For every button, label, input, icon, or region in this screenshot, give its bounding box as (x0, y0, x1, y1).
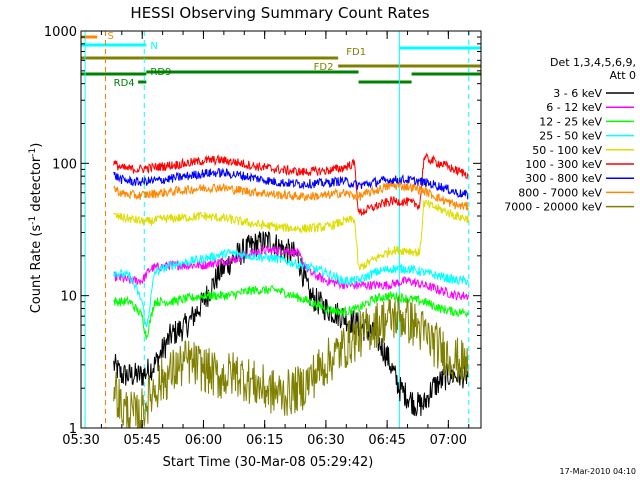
y-axis-label-sup2: -1 (28, 148, 38, 157)
footer-timestamp: 17-Mar-2010 04:10 (560, 467, 637, 476)
x-axis-label: Start Time (30-Mar-08 05:29:42) (163, 455, 374, 470)
legend-label-7: 800 - 7000 keV (518, 186, 602, 199)
time-markers (84, 31, 470, 428)
legend-label-2: 12 - 25 keV (539, 115, 602, 128)
legend-label-0: 3 - 6 keV (553, 87, 602, 100)
x-tick-label-3: 06:15 (246, 433, 283, 448)
flag-label-s: S (108, 31, 114, 42)
series-line-2 (113, 284, 469, 340)
legend-label-1: 6 - 12 keV (546, 101, 602, 114)
flag-label-fd2: FD2 (314, 62, 334, 73)
flag-label-rd4: RD4 (114, 78, 135, 89)
legend-label-5: 100 - 300 keV (525, 158, 602, 171)
x-tick-label-0: 05:30 (62, 433, 99, 448)
chart-title: HESSI Observing Summary Count Rates (130, 4, 429, 22)
y-axis-label-end: ) (29, 143, 44, 148)
legend-header-line1: Det 1,3,4,5,6,9, (550, 56, 636, 69)
flag-label-n: N (150, 41, 157, 52)
legend-header-line2: Att 0 (610, 69, 636, 82)
plot-frame (80, 30, 482, 429)
x-tick-label-1: 05:45 (123, 433, 160, 448)
legend-label-4: 50 - 100 keV (532, 144, 602, 157)
x-tick-label-5: 06:45 (368, 433, 405, 448)
legend-label-8: 7000 - 20000 keV (504, 201, 602, 214)
flag-label-fd1: FD1 (346, 47, 366, 58)
plot-axes: 05:30 05:45 06:00 06:15 06:30 06:45 07:00 1 10 10… (44, 25, 482, 448)
x-tick-label-6: 07:00 (430, 433, 467, 448)
y-axis-label-main: Count Rate (s (29, 225, 44, 314)
y-tick-label-0: 1 (69, 422, 77, 437)
legend-label-6: 300 - 800 keV (525, 172, 602, 185)
series-line-3 (113, 249, 469, 328)
x-tick-label-2: 06:00 (185, 433, 222, 448)
y-tick-label-3: 1000 (44, 25, 77, 40)
series-lines (113, 152, 469, 430)
flag-label-rd9: RD9 (150, 67, 171, 78)
x-tick-label-4: 06:30 (307, 433, 344, 448)
y-tick-label-2: 100 (52, 157, 77, 172)
y-axis-label-sup1: -1 (28, 216, 38, 225)
series-line-6 (113, 167, 469, 200)
series-line-8 (113, 296, 469, 430)
flag-bars: S N FD1 FD2 RD9 RD4 (81, 31, 481, 89)
y-tick-label-1: 10 (60, 290, 77, 305)
series-line-5 (113, 152, 469, 216)
y-axis-label: Count Rate (s-1 detector-1) (28, 143, 44, 314)
y-axis-label-mid: detector (29, 156, 44, 216)
legend-label-3: 25 - 50 keV (539, 130, 602, 143)
series-line-7 (113, 181, 469, 211)
series-line-4 (113, 199, 469, 271)
